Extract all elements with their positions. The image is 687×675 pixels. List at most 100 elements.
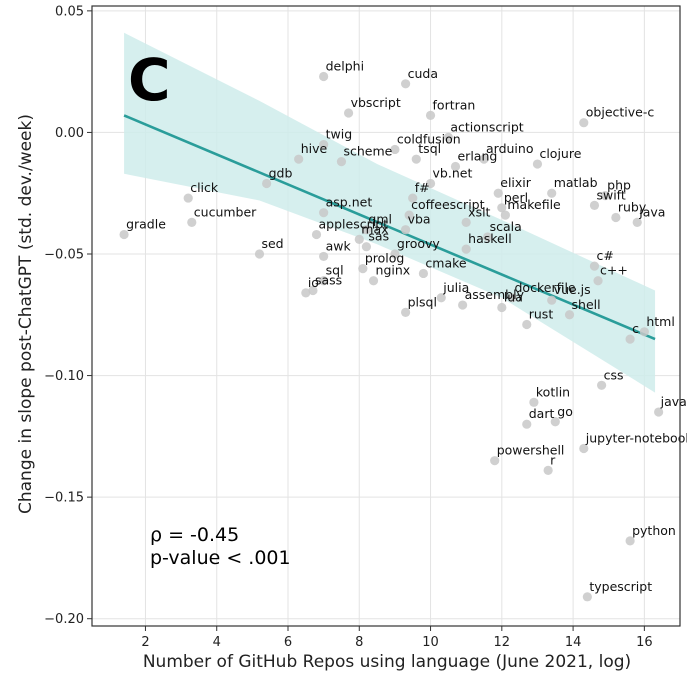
point-label-jupyter-notebook: jupyter-notebook (585, 431, 687, 446)
point-label-fortran: fortran (433, 97, 476, 112)
data-point-ruby (611, 212, 621, 223)
point-label-css: css (604, 367, 624, 382)
x-tick-label: 14 (565, 635, 582, 650)
data-point-sql (319, 276, 329, 286)
point-label-xslt: xslt (468, 204, 490, 219)
regression-line (123, 114, 656, 341)
data-point-scala (482, 232, 493, 242)
point-label-vbscript: vbscript (351, 95, 401, 110)
point-label-powershell: powershell (497, 443, 565, 458)
point-label-hive: hive (301, 141, 328, 156)
point-label-haskell: haskell (468, 231, 512, 246)
point-label-c: c (632, 321, 639, 336)
data-point-shell (564, 310, 575, 320)
data-point-coffeescript (404, 210, 414, 220)
point-label-assembly: assembly (465, 287, 525, 302)
data-point-swift (589, 200, 600, 210)
data-point-makefile (500, 210, 510, 220)
point-label-f#: f# (415, 180, 430, 195)
data-point-hive (294, 154, 304, 164)
point-label-makefile: makefile (507, 197, 561, 212)
data-point-cmake (418, 268, 429, 279)
point-label-groovy: groovy (397, 236, 440, 251)
point-label-rust: rust (529, 307, 554, 322)
x-tick-label: 10 (422, 635, 439, 650)
point-label-scheme: scheme (343, 144, 392, 159)
point-label-coldfusion: coldfusion (397, 131, 461, 146)
data-point-haskell (461, 244, 471, 254)
y-tick-label: −0.20 (44, 612, 84, 627)
data-point-fortran (425, 110, 436, 121)
point-label-max: max (361, 221, 388, 236)
point-label-sql: sql (326, 263, 344, 278)
data-point-gradle (119, 229, 129, 240)
y-axis-title: Change in slope post-ChatGPT (std. dev./… (16, 114, 36, 514)
x-tick-label: 6 (284, 635, 292, 650)
point-label-java: java (638, 204, 665, 219)
point-label-julia: julia (442, 280, 469, 295)
confidence-band (124, 32, 656, 393)
point-label-click: click (190, 180, 219, 195)
point-label-prolog: prolog (365, 251, 405, 266)
data-point-vbscript (343, 108, 354, 118)
data-point-cuda (401, 79, 411, 89)
data-point-sed (254, 249, 265, 259)
point-label-coffeescript: coffeescript (411, 197, 484, 212)
point-label-vb.net: vb.net (433, 165, 473, 180)
point-label-swift: swift (596, 187, 625, 202)
point-label-ruby: ruby (618, 200, 647, 215)
point-label-qml: qml (368, 212, 392, 227)
point-label-erlang: erlang (457, 148, 497, 163)
panel-letter: C (128, 46, 171, 114)
data-point-lua (497, 302, 507, 313)
point-label-dockerfile: dockerfile (515, 280, 576, 295)
data-point-matlab (547, 188, 557, 198)
data-point-java (632, 217, 642, 227)
point-label-perl: perl (504, 190, 528, 205)
data-point-perl (497, 203, 507, 213)
data-point-python (625, 536, 635, 546)
y-tick-label: 0.05 (55, 4, 84, 19)
data-point-c (625, 334, 635, 344)
data-point-vba (401, 225, 411, 235)
data-point-rust (522, 319, 532, 330)
point-label-cuda: cuda (408, 66, 438, 81)
point-label-gradle: gradle (126, 217, 166, 232)
y-tick-label: −0.15 (44, 491, 84, 506)
rho-stat: ρ = -0.45 (150, 524, 239, 546)
data-point-io (301, 288, 311, 298)
data-point-julia (436, 293, 446, 303)
data-point-javascript (654, 407, 664, 417)
data-point-delphi (319, 71, 329, 82)
point-label-sas: sas (368, 229, 389, 244)
point-label-actionscript: actionscript (450, 119, 523, 134)
point-label-clojure: clojure (539, 146, 581, 161)
point-label-dart: dart (529, 406, 555, 421)
y-tick-label: 0.00 (55, 126, 84, 141)
plot-frame (91, 5, 681, 627)
data-point-groovy (390, 249, 400, 259)
point-label-matlab: matlab (554, 175, 598, 190)
data-point-asp.net (319, 208, 329, 218)
data-point-prolog (358, 263, 368, 274)
data-point-assembly (458, 300, 468, 310)
point-label-cucumber: cucumber (194, 204, 257, 219)
y-tick-label: −0.10 (44, 369, 84, 384)
data-points (119, 71, 664, 602)
data-point-click (183, 193, 193, 203)
point-label-twig: twig (326, 127, 353, 142)
point-label-nginx: nginx (376, 263, 411, 278)
data-point-qml (361, 225, 371, 235)
point-label-sass: sass (315, 272, 342, 287)
point-label-typescript: typescript (589, 579, 652, 594)
point-label-html: html (646, 314, 674, 329)
y-axis-ticks: 0.05 0.00 −0.05 −0.10 −0.15 −0.20 (44, 4, 92, 627)
data-point-arduino (479, 154, 489, 164)
point-label-sed: sed (261, 236, 283, 251)
x-tick-label: 8 (355, 635, 363, 650)
point-label-cmake: cmake (425, 255, 467, 270)
point-label-go: go (557, 404, 573, 419)
data-point-objective-c (579, 118, 589, 128)
point-label-asp.net: asp.net (326, 195, 373, 210)
